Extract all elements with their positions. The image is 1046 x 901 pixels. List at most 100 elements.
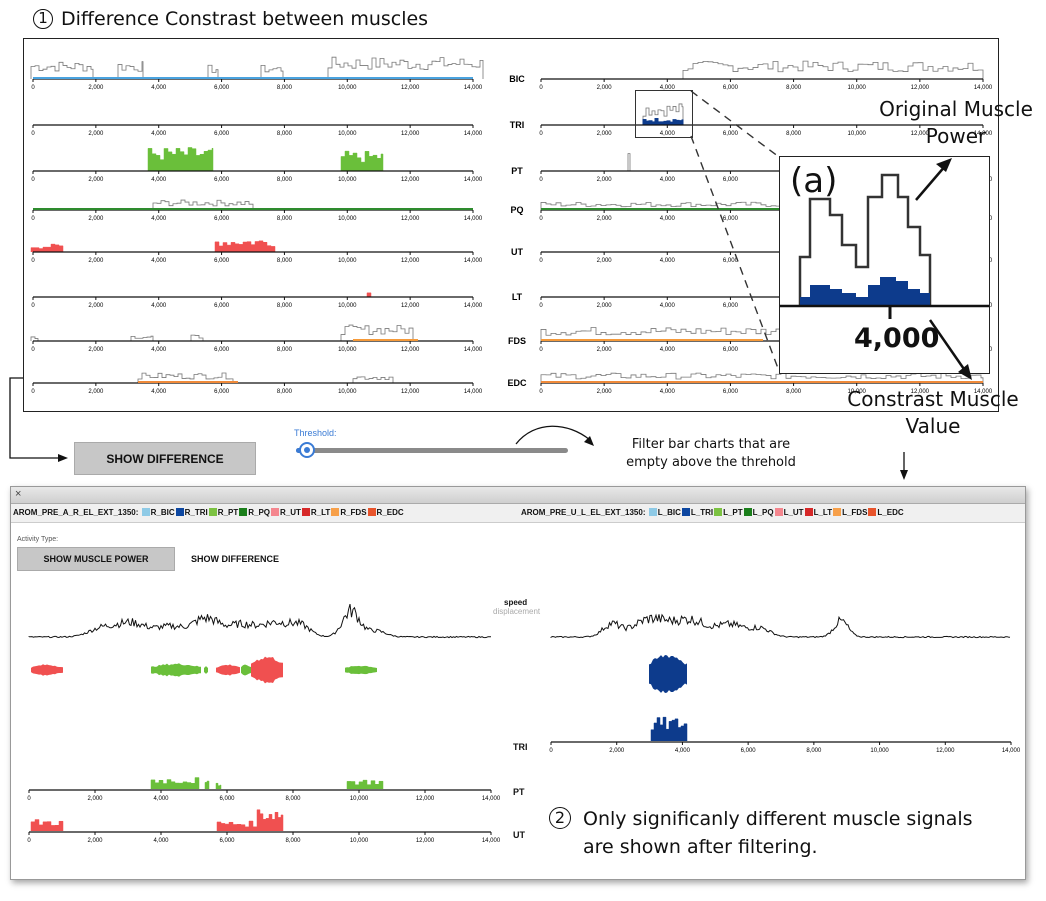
left-fds-outline — [30, 336, 39, 341]
left-bic-tick-label: 10,000 — [338, 85, 357, 91]
left-pt-tick-label: 14,000 — [464, 177, 483, 183]
right-legend-item[interactable]: L_EDC — [877, 508, 904, 517]
left-fds-tick-label: 8,000 — [277, 347, 293, 353]
left-ut-tick-label: 12,000 — [401, 258, 420, 264]
win-pt-tick-label: 12,000 — [416, 796, 435, 802]
left-legend-item[interactable]: R_LT — [310, 508, 331, 517]
right-tri-tick-label: 0 — [539, 131, 543, 137]
left-legend-item[interactable]: R_EDC — [376, 508, 404, 517]
left-ut-tick-label: 0 — [31, 258, 35, 264]
right-pt-tick-label: 0 — [539, 177, 543, 183]
left-pq-tick-label: 12,000 — [401, 216, 420, 222]
left-bic-outline — [207, 64, 219, 79]
left-edc-tick-label: 8,000 — [277, 389, 293, 395]
win-ut-tick-label: 2,000 — [87, 838, 103, 844]
zoom-source-box — [635, 90, 693, 138]
win-pt-tick-label: 4,000 — [153, 796, 169, 802]
muscle-label-tri: TRI — [510, 120, 525, 130]
right-speed-line — [550, 613, 1011, 639]
left-legend-item[interactable]: R_FDS — [340, 508, 367, 517]
left-legend-item[interactable]: R_UT — [280, 508, 301, 517]
filtering-note: Only significanly different muscle signa… — [583, 808, 973, 858]
left-pt-tick-label: 12,000 — [401, 177, 420, 183]
left-pq-outline — [152, 199, 254, 210]
left-pt-tick-label: 8,000 — [277, 177, 293, 183]
left-legend: AROM_PRE_A_R_EL_EXT_1350: R_BIC R_TRI R_PT… — [13, 508, 404, 517]
left-tri-tick-label: 14,000 — [464, 131, 483, 137]
win-ut-tick-label: 12,000 — [416, 838, 435, 844]
left-edc-tick-label: 10,000 — [338, 389, 357, 395]
win-ut-tick-label: 14,000 — [482, 838, 501, 844]
right-tri-difference — [649, 654, 687, 694]
right-legend-item[interactable]: L_FDS — [842, 508, 868, 517]
left-pt-difference — [241, 664, 251, 676]
left-ut-difference — [31, 664, 63, 676]
win-tri-tick-label: 14,000 — [1002, 748, 1021, 754]
right-pt-tick-label: 4,000 — [660, 177, 676, 183]
right-lt-tick-label: 6,000 — [723, 303, 739, 309]
left-ut-difference — [251, 656, 283, 684]
left-fds-outline — [340, 324, 414, 341]
window-charts: 0 2,000 4,000 6,000 8,000 10,000 12,000 14,000 0… — [27, 603, 1021, 844]
win-ut-tick-label: 10,000 — [350, 838, 369, 844]
zoom-inset: (a) 4,000 — [779, 156, 990, 374]
show-muscle-power-button[interactable]: SHOW MUSCLE POWER — [17, 547, 175, 571]
left-ut-bar — [30, 243, 64, 252]
right-legend: AROM_PRE_U_L_EL_EXT_1350: L_BIC L_TRI L_PT… — [521, 508, 904, 517]
right-legend-item[interactable]: L_PT — [723, 508, 743, 517]
left-edc-tick-label: 6,000 — [214, 389, 230, 395]
filter-note: Filter bar charts that are empty above t… — [626, 437, 796, 470]
right-legend-item[interactable]: L_LT — [813, 508, 833, 517]
win-tri-tick-label: 6,000 — [741, 748, 757, 754]
left-edc-outline — [352, 376, 394, 383]
left-pt-tick-label: 4,000 — [151, 177, 167, 183]
left-legend-item[interactable]: R_PQ — [248, 508, 271, 517]
right-tri-tick-label: 8,000 — [786, 131, 802, 137]
right-legend-swatch — [833, 508, 842, 516]
right-legend-item[interactable]: L_BIC — [657, 508, 681, 517]
right-pq-tick-label: 2,000 — [597, 216, 613, 222]
left-pt-difference — [151, 663, 201, 677]
threshold-slider-track[interactable] — [296, 448, 568, 453]
right-bic-tick-label: 14,000 — [974, 85, 993, 91]
win-tri-tick-label: 12,000 — [936, 748, 955, 754]
left-bic-tick-label: 4,000 — [151, 85, 167, 91]
right-bic-tick-label: 0 — [539, 85, 543, 91]
show-difference-tab[interactable]: SHOW DIFFERENCE — [191, 554, 280, 564]
left-pt-bar — [346, 779, 384, 789]
left-legend-item[interactable]: R_PT — [217, 508, 239, 517]
win-tri-tick-label: 2,000 — [609, 748, 625, 754]
right-legend-item[interactable]: L_PQ — [752, 508, 774, 517]
right-pq-tick-label: 0 — [539, 216, 543, 222]
right-fds-tick-label: 4,000 — [660, 347, 676, 353]
left-fds-tick-label: 6,000 — [214, 347, 230, 353]
close-icon[interactable]: × — [15, 488, 22, 500]
left-bic-tick-label: 8,000 — [277, 85, 293, 91]
constrast-value-bars — [800, 277, 930, 305]
legend-bar — [11, 504, 1025, 523]
right-legend-item[interactable]: L_TRI — [690, 508, 714, 517]
right-bic-tick-label: 12,000 — [911, 85, 930, 91]
left-pt-bar — [215, 782, 222, 789]
win-pt-tick-label: 2,000 — [87, 796, 103, 802]
right-edc-tick-label: 8,000 — [786, 389, 802, 395]
left-pt-tick-label: 0 — [31, 177, 35, 183]
left-ut-bar — [216, 820, 258, 831]
left-ut-bar — [214, 240, 276, 252]
left-pt-tick-label: 2,000 — [88, 177, 104, 183]
left-legend-item[interactable]: R_TRI — [184, 508, 208, 517]
left-legend-swatch — [208, 508, 217, 516]
left-legend-item[interactable]: R_BIC — [150, 508, 175, 517]
right-fds-tick-label: 2,000 — [597, 347, 613, 353]
right-edc-tick-label: 0 — [539, 389, 543, 395]
show-difference-button[interactable]: SHOW DIFFERENCE — [74, 442, 256, 475]
left-lt-tick-label: 4,000 — [151, 303, 167, 309]
speed-label: speed — [504, 598, 528, 607]
right-legend-item[interactable]: L_UT — [783, 508, 804, 517]
left-pt-difference — [345, 665, 377, 675]
left-ut-difference — [216, 664, 240, 676]
right-lt-tick-label: 0 — [539, 303, 543, 309]
right-edc-tick-label: 6,000 — [723, 389, 739, 395]
left-ut-bar — [256, 809, 284, 831]
